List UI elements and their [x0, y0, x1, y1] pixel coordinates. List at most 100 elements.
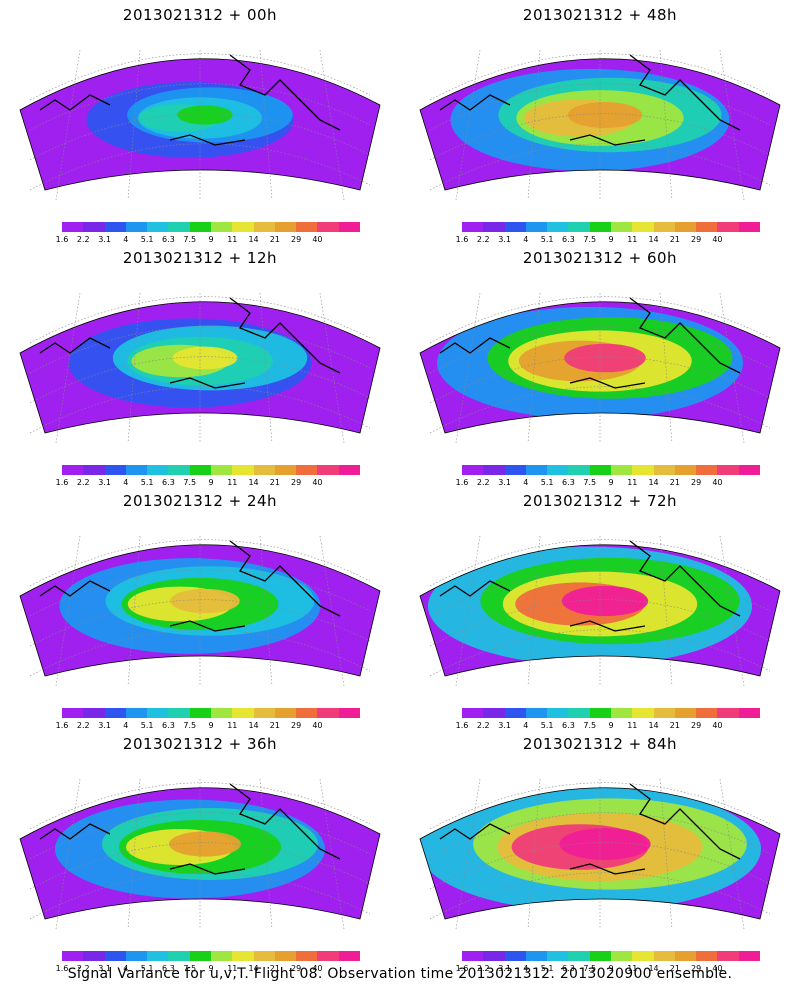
colorbar-segment [547, 951, 569, 961]
coastline [439, 54, 741, 146]
colorbar-labels: 1.6 2.2 3.1 4 5.1 6.3 7.5 9 11 14 21 29 40 [56, 235, 360, 245]
colorbar-segment [338, 708, 360, 718]
colorbar-segment [232, 465, 254, 475]
colorbar-segment [210, 222, 233, 232]
colorbar-segment [104, 708, 126, 718]
colorbar-label: 21 [269, 478, 280, 487]
colorbar-segment [738, 222, 760, 232]
colorbar-label: 14 [648, 721, 659, 730]
map-panel: 2013021312 + 72h 1.6 2.2 3.1 4 5.1 6.3 7.5 9 11 14… [400, 486, 800, 730]
colorbar-segment [147, 951, 169, 961]
colorbar-segment [547, 465, 569, 475]
map-panel: 2013021312 + 12h 1.6 2.2 3.1 4 5.1 6.3 7.5 9 11 14… [0, 243, 400, 487]
colorbar-label: 11 [227, 235, 238, 244]
colorbar-segment [317, 222, 339, 232]
colorbar-label: 11 [227, 478, 238, 487]
colorbar-label: 29 [691, 235, 702, 244]
panel-title: 2013021312 + 36h [122, 735, 278, 753]
colorbar-segment [83, 465, 105, 475]
colorbar-label: 9 [208, 235, 214, 244]
colorbar-segment [568, 708, 590, 718]
colorbar-segment [83, 708, 105, 718]
colorbar-label: 3.1 [498, 478, 511, 487]
colorbar-label: 5.1 [140, 721, 154, 730]
colorbar-segment [104, 222, 126, 232]
colorbar-label: 9 [208, 478, 214, 487]
colorbar-label: 29 [291, 721, 302, 730]
colorbar-label: 5.1 [540, 235, 554, 244]
colorbar-segment [147, 465, 169, 475]
colorbar-segment [253, 951, 275, 961]
colorbar-segment [525, 465, 548, 475]
colorbar-segment [525, 222, 548, 232]
colorbar-label: 5.1 [540, 478, 554, 487]
colorbar-label: 14 [248, 721, 259, 730]
colorbar-segment [525, 951, 548, 961]
colorbar-label: 21 [669, 235, 680, 244]
coastline [439, 540, 741, 632]
colorbar-label: 5.1 [140, 478, 154, 487]
colorbar-label: 40 [712, 964, 723, 973]
graticule [429, 49, 771, 201]
colorbar-segment [296, 222, 318, 232]
colorbar-segment [610, 465, 633, 475]
colorbar-label: 1.6 [455, 964, 469, 973]
colorbar-segment [168, 951, 190, 961]
colorbar-segment [296, 951, 318, 961]
colorbar-label: 29 [291, 235, 302, 244]
colorbar-labels: 1.6 2.2 3.1 4 5.1 6.3 7.5 9 11 14 21 29 40 [456, 721, 760, 731]
colorbar-segment [147, 222, 169, 232]
figure-caption: Signal Variance for u,v,T. Flight 08. Ob… [67, 966, 733, 982]
colorbar-segment [274, 951, 297, 961]
colorbar-label: 3.1 [98, 235, 111, 244]
colorbar-segment [696, 708, 718, 718]
colorbar-label: 6.3 [562, 721, 575, 730]
colorbar-label: 11 [627, 478, 638, 487]
colorbar-segment [717, 222, 739, 232]
colorbar-segment [296, 465, 318, 475]
colorbar-segment [653, 951, 675, 961]
colorbar-segment [568, 465, 590, 475]
colorbar-segment [189, 222, 211, 232]
colorbar-segment [696, 465, 718, 475]
graticule [429, 292, 771, 444]
colorbar-segment [525, 708, 548, 718]
colorbar [62, 708, 360, 718]
colorbar-labels: 1.6 2.2 3.1 4 5.1 6.3 7.5 9 11 14 21 29 40 [56, 964, 360, 974]
colorbar-label: 6.3 [562, 235, 575, 244]
colorbar-segment [147, 708, 169, 718]
colorbar-label: 11 [227, 721, 238, 730]
colorbar-segment [483, 465, 505, 475]
colorbar-segment [504, 222, 526, 232]
colorbar-label: 29 [291, 964, 302, 973]
colorbar-segment [674, 951, 697, 961]
colorbar-segment [632, 465, 654, 475]
graticule [29, 535, 371, 687]
panel-title: 2013021312 + 24h [122, 492, 278, 510]
colorbar-segment [483, 951, 505, 961]
colorbar-segment [296, 708, 318, 718]
colorbar-segment [483, 708, 505, 718]
colorbar-segment [738, 708, 760, 718]
colorbar-segment [547, 708, 569, 718]
colorbar-segment [62, 222, 84, 232]
colorbar-segment [317, 708, 339, 718]
graticule [29, 49, 371, 201]
coastline [39, 297, 341, 389]
colorbar-label: 4 [523, 235, 529, 244]
colorbar-segment [674, 222, 697, 232]
colorbar-label: 2.2 [76, 964, 90, 973]
colorbar-segment [589, 222, 611, 232]
colorbar-segment [504, 708, 526, 718]
colorbar-segment [317, 951, 339, 961]
colorbar-label: 7.5 [583, 721, 597, 730]
colorbar-label: 14 [248, 478, 259, 487]
colorbar-labels: 1.6 2.2 3.1 4 5.1 6.3 7.5 9 11 14 21 29 40 [456, 964, 760, 974]
colorbar-label: 7.5 [183, 235, 197, 244]
colorbar-segment [83, 951, 105, 961]
colorbar [62, 222, 360, 232]
colorbar-label: 6.3 [162, 721, 175, 730]
colorbar-segment [189, 951, 211, 961]
map-panel: 2013021312 + 24h 1.6 2.2 3.1 4 5.1 6.3 7.5 9 11 14… [0, 486, 400, 730]
panel-title: 2013021312 + 84h [522, 735, 678, 753]
